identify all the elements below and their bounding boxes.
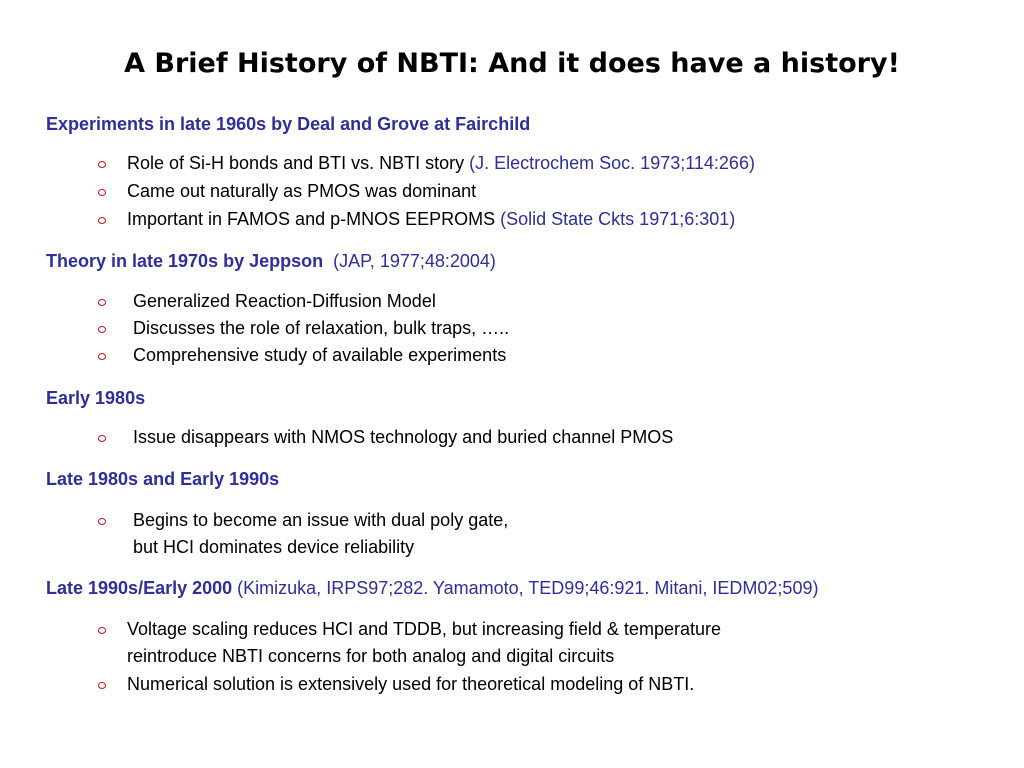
- section-heading-early-1980s: Early 1980s: [46, 386, 145, 410]
- bullet-text: Came out naturally as PMOS was dominant: [127, 181, 477, 201]
- section-heading-late-1990s: Late 1990s/Early 2000 (Kimizuka, IRPS97;…: [46, 576, 818, 600]
- circle-bullet-icon: [98, 299, 106, 306]
- bullet-text: reintroduce NBTI concerns for both analo…: [127, 646, 615, 666]
- heading-label: Late 1990s/Early 2000: [46, 578, 233, 598]
- circle-bullet-icon: [98, 353, 106, 360]
- bullet-text: Voltage scaling reduces HCI and TDDB, bu…: [127, 619, 721, 639]
- heading-citation: (Kimizuka, IRPS97;282. Yamamoto, TED99;4…: [237, 578, 819, 598]
- heading-label: Early 1980s: [46, 388, 146, 408]
- circle-bullet-icon: [98, 435, 106, 442]
- bullet-text: Generalized Reaction-Diffusion Model: [133, 291, 436, 311]
- heading-label: Theory in late 1970s by Jeppson: [46, 251, 324, 271]
- circle-bullet-icon: [98, 326, 106, 333]
- circle-bullet-icon: [98, 682, 106, 689]
- bullet-text: Begins to become an issue with dual poly…: [133, 510, 509, 530]
- bullet-text: Important in FAMOS and p-MNOS EEPROMS: [127, 209, 501, 229]
- circle-bullet-icon: [98, 189, 106, 196]
- circle-bullet-icon: [98, 627, 106, 634]
- heading-label: Experiments in late 1960s by Deal and Gr…: [46, 114, 531, 134]
- bullet-text: Role of Si-H bonds and BTI vs. NBTI stor…: [127, 153, 470, 173]
- bullet-text: Numerical solution is extensively used f…: [127, 674, 695, 694]
- circle-bullet-icon: [98, 217, 106, 224]
- bullet-text: Discusses the role of relaxation, bulk t…: [133, 318, 510, 338]
- citation: (Solid State Ckts 1971;6:301): [500, 209, 736, 229]
- slide-title: A Brief History of NBTI: And it does hav…: [124, 48, 900, 79]
- heading-label: Late 1980s and Early 1990s: [46, 469, 280, 489]
- circle-bullet-icon: [98, 518, 106, 525]
- section-heading-late-1980s: Late 1980s and Early 1990s: [46, 467, 279, 491]
- section-heading-1970s: Theory in late 1970s by Jeppson (JAP, 19…: [46, 249, 496, 273]
- bullet-text: Issue disappears with NMOS technology an…: [133, 427, 674, 447]
- circle-bullet-icon: [98, 161, 106, 168]
- heading-citation: (JAP, 1977;48:2004): [333, 251, 496, 271]
- citation: (J. Electrochem Soc. 1973;114:266): [469, 153, 755, 173]
- bullet-text: but HCI dominates device reliability: [133, 537, 415, 557]
- bullet-text: Comprehensive study of available experim…: [133, 345, 507, 365]
- section-heading-1960s: Experiments in late 1960s by Deal and Gr…: [46, 112, 530, 136]
